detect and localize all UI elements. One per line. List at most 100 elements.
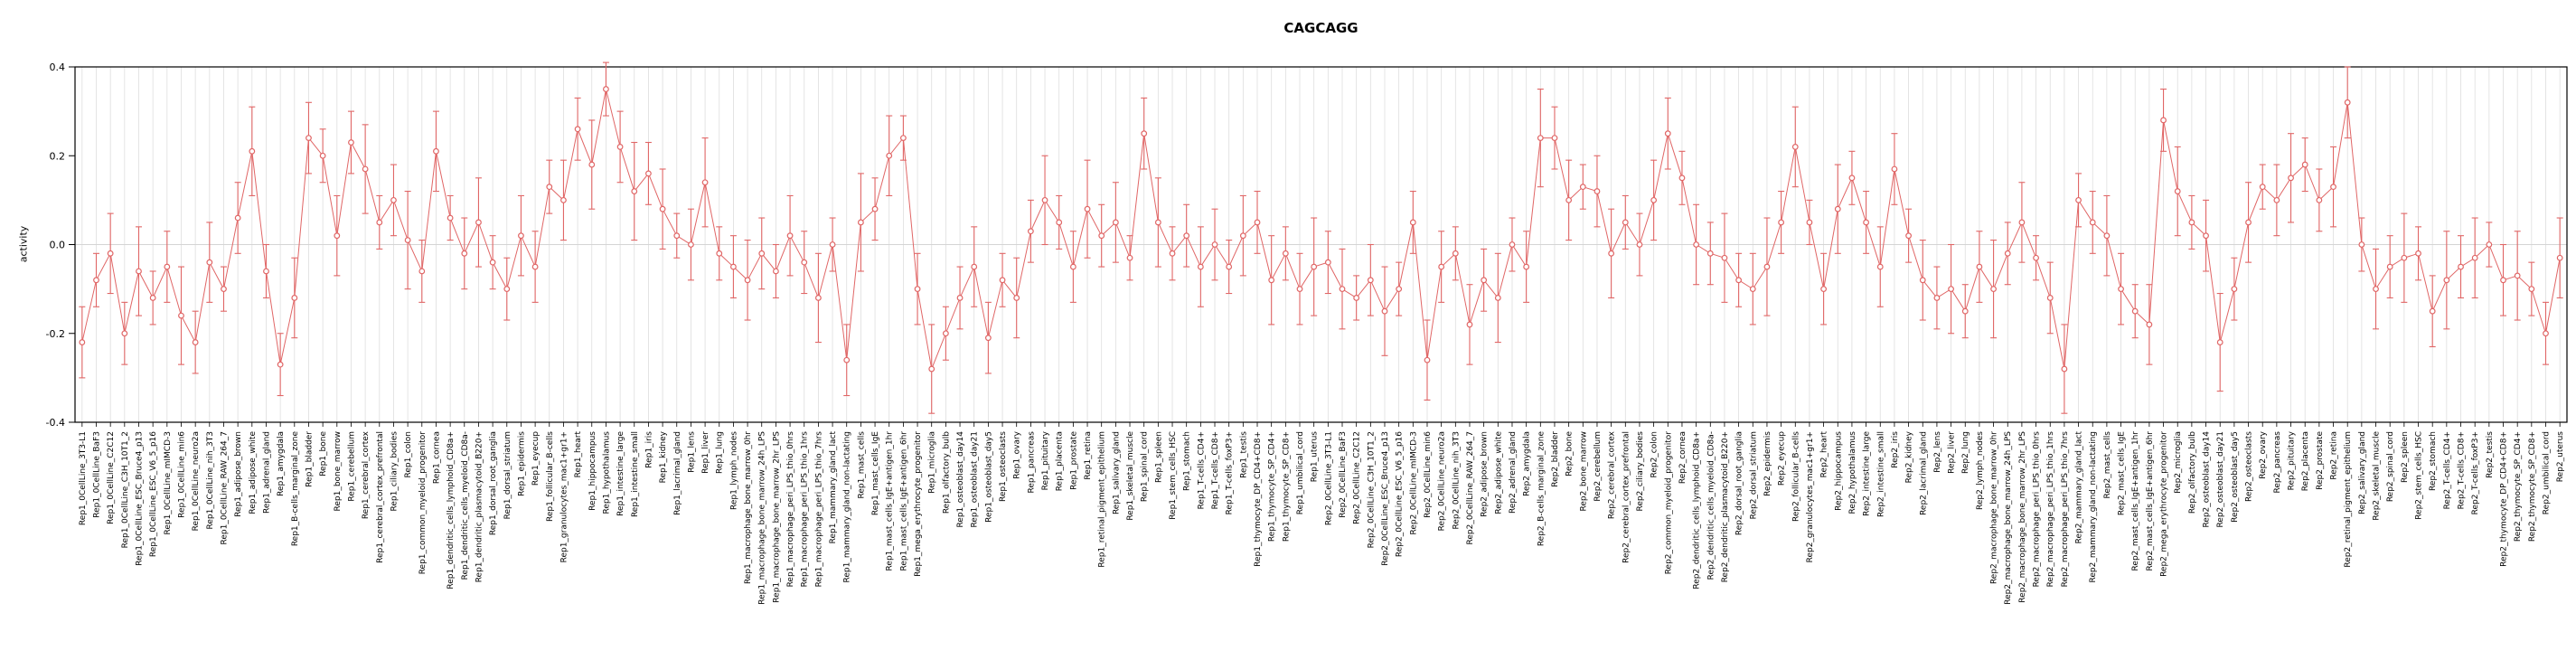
x-tick-label: Rep2_testis xyxy=(2486,431,2495,478)
x-tick-label: Rep2_epidermis xyxy=(1763,431,1772,496)
data-point xyxy=(1594,188,1601,194)
data-point xyxy=(149,295,156,301)
x-tick-label: Rep1_bladder xyxy=(305,431,314,487)
data-point xyxy=(2245,219,2252,226)
x-tick-label: Rep2_ovary xyxy=(2259,430,2268,478)
y-tick-label: 0.2 xyxy=(50,150,66,162)
x-tick-label: Rep1_hippocampus xyxy=(588,431,597,511)
x-tick-label: Rep2_0CellLine_C3H_10T1_2 xyxy=(1367,431,1376,548)
data-point xyxy=(2188,219,2195,226)
x-tick-label: Rep2_macrophage_bone_marrow_2hr_LPS xyxy=(2018,431,2027,603)
data-point xyxy=(2514,272,2521,279)
data-point xyxy=(2500,277,2506,284)
x-tick-label: Rep2_osteoclasts xyxy=(2245,431,2254,502)
data-point xyxy=(319,152,326,159)
x-tick-label: Rep2_T-cells_CD4+ xyxy=(2443,431,2452,509)
x-tick-label: Rep2_macrophage_bone_marrow_24h_LPS xyxy=(2004,431,2013,605)
x-tick-label: Rep2_umbilical_cord xyxy=(2543,431,2552,514)
x-tick-label: Rep2_0CellLine_neuro2a xyxy=(1438,431,1447,531)
data-point xyxy=(192,339,199,345)
data-point xyxy=(871,205,879,212)
data-point xyxy=(843,356,851,363)
x-tick-label: Rep2_follicular_B-cells xyxy=(1791,431,1800,522)
data-point xyxy=(1509,241,1516,248)
data-point xyxy=(1041,196,1048,203)
x-tick-label: Rep1_0CellLine_ESC_Bruce4_p13 xyxy=(135,431,144,566)
data-point xyxy=(1112,219,1119,226)
x-tick-label: Rep1_lung xyxy=(716,431,725,474)
x-tick-label: Rep2_olfactory_bulb xyxy=(2188,431,2197,514)
x-tick-label: Rep1_T-cells_foxP3+ xyxy=(1226,431,1235,514)
data-point xyxy=(2344,99,2351,106)
data-point xyxy=(1027,228,1034,235)
data-point xyxy=(2458,263,2464,270)
data-point xyxy=(1990,286,1997,293)
x-tick-label: Rep2_0CellLine_BaF3 xyxy=(1339,431,1348,518)
data-point xyxy=(1763,263,1771,270)
x-tick-label: Rep2_intestine_large xyxy=(1863,431,1872,516)
x-tick-label: Rep2_macrophage_peri_LPS_thio_7hrs xyxy=(2061,431,2070,588)
data-point xyxy=(773,268,779,275)
x-tick-label: Rep2_0CellLine_C2C12 xyxy=(1353,431,1362,524)
data-point xyxy=(2259,184,2266,191)
data-point xyxy=(2358,241,2365,248)
data-point xyxy=(433,147,439,155)
x-tick-label: Rep2_stomach xyxy=(2429,431,2438,491)
data-point xyxy=(616,144,624,150)
data-point xyxy=(645,170,652,177)
data-point xyxy=(2046,295,2054,301)
x-tick-label: Rep2_bladder xyxy=(1551,431,1560,487)
data-point xyxy=(857,219,864,226)
data-point xyxy=(2429,307,2436,315)
x-tick-label: Rep2_thymocyte_SP_CD8+ xyxy=(2528,431,2537,542)
data-point xyxy=(475,219,482,226)
x-tick-label: Rep2_cornea xyxy=(1678,431,1688,484)
data-point xyxy=(1481,277,1488,284)
data-point xyxy=(1948,286,1954,293)
data-point xyxy=(2443,277,2450,284)
data-point xyxy=(744,277,751,284)
x-tick-label: Rep1_mast_cells_IgE+antigen_6hr xyxy=(899,431,908,571)
x-tick-label: Rep1_macrophage_peri_LPS_thio_7hrs xyxy=(814,431,823,588)
x-tick-label: Rep2_0CellLine_RAW_264_7 xyxy=(1466,431,1475,545)
x-tick-label: Rep1_retinal_pigment_epithelium xyxy=(1098,431,1107,568)
data-point xyxy=(1664,130,1671,137)
data-point xyxy=(574,126,581,133)
x-tick-label: Rep2_spinal_cord xyxy=(2386,431,2395,502)
x-tick-label: Rep2_liver xyxy=(1948,431,1957,474)
x-tick-label: Rep2_dorsal_root_ganglia xyxy=(1735,431,1744,535)
x-tick-label: Rep1_0CellLine_3T3-L1 xyxy=(79,431,88,525)
x-tick-label: Rep1_uterus xyxy=(1311,431,1320,482)
x-tick-label: Rep1_osteoblast_day5 xyxy=(984,431,993,523)
x-tick-label: Rep2_bone_marrow xyxy=(1579,431,1588,511)
x-tick-label: Rep1_skeletal_muscle xyxy=(1126,431,1135,521)
data-point xyxy=(1608,250,1615,257)
data-point xyxy=(560,196,567,203)
x-tick-label: Rep1_cerebral_cortex_prefrontal xyxy=(376,431,385,563)
data-point xyxy=(815,295,822,301)
x-tick-label: Rep1_lymph_nodes xyxy=(729,431,738,510)
data-point xyxy=(1650,196,1658,203)
x-tick-label: Rep2_mast_cells_IgE+antigen_1hr xyxy=(2131,431,2140,571)
data-point xyxy=(1084,205,1091,212)
x-tick-label: Rep2_uterus xyxy=(2556,431,2565,482)
x-tick-label: Rep1_dendritic_cells_myeloid_CD8a- xyxy=(461,431,470,580)
x-tick-label: Rep1_lens xyxy=(687,431,696,473)
data-point xyxy=(1254,219,1261,226)
x-tick-label: Rep1_thymocyte_SP_CD4+ xyxy=(1268,431,1277,542)
x-tick-label: Rep2_stem_cells_HSC xyxy=(2415,431,2424,520)
data-point xyxy=(1961,307,1969,315)
data-point xyxy=(2216,339,2223,345)
x-tick-label: Rep1_colon xyxy=(404,431,413,478)
x-tick-label: Rep2_adipose_brown xyxy=(1481,431,1490,517)
data-point xyxy=(2033,254,2039,261)
data-point xyxy=(1919,277,1926,284)
data-point xyxy=(136,268,142,275)
data-point xyxy=(178,312,184,319)
x-tick-label: Rep1_common_myeloid_progenitor xyxy=(418,431,428,575)
data-point xyxy=(1834,205,1841,212)
x-tick-label: Rep1_eyecup xyxy=(531,431,541,486)
x-tick-label: Rep2_thymocyte_SP_CD4+ xyxy=(2514,431,2523,542)
